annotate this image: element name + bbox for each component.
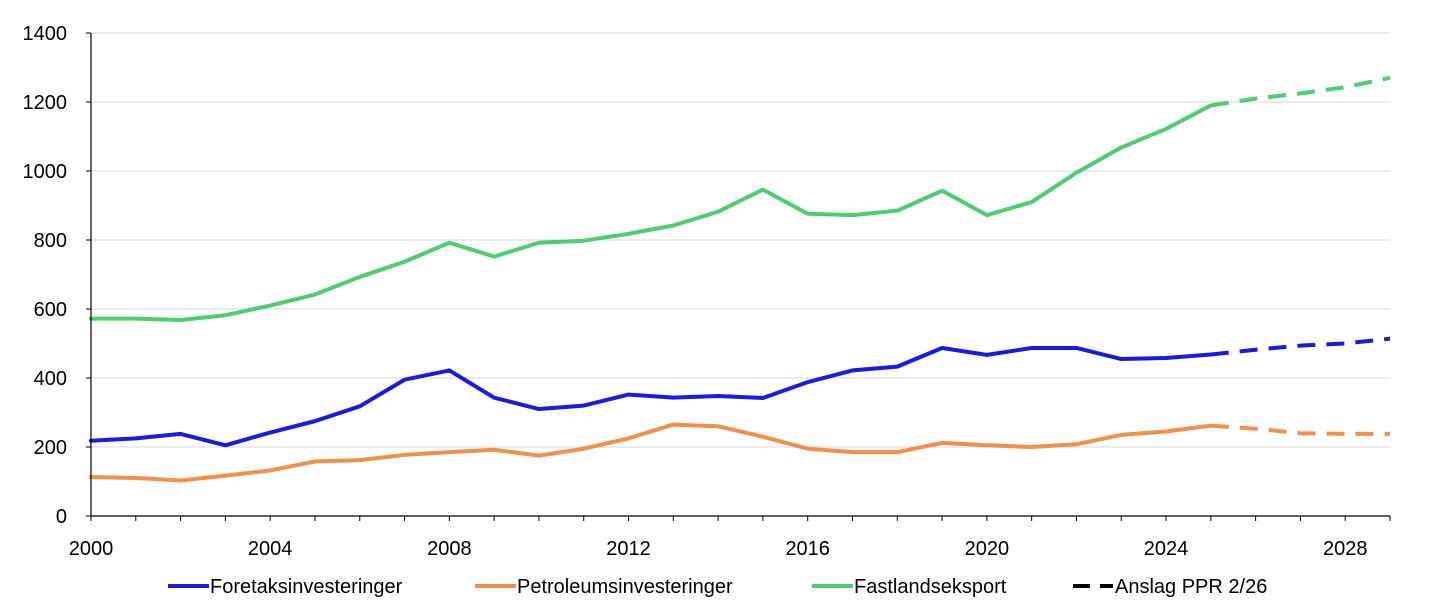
x-tick-label: 2024: [1144, 538, 1189, 560]
series-0: [89, 336, 1391, 448]
x-tick-label: 2000: [69, 538, 114, 560]
x-axis-tick-labels: 2000 2004 2008 2012 2016 2020 2024 2028: [69, 538, 1368, 560]
series-line-forecast: [1210, 336, 1391, 357]
series-line-actual: [89, 345, 1213, 448]
series-line-forecast: [1210, 75, 1391, 108]
y-tick-label: 1200: [23, 92, 68, 114]
legend-label: Foretaksinvesteringer: [210, 576, 403, 598]
legend-label: Petroleumsinvesteringer: [517, 576, 733, 598]
x-tick-label: 2028: [1323, 538, 1368, 560]
x-tick-label: 2004: [248, 538, 293, 560]
series-line-forecast: [1210, 423, 1390, 436]
y-axis-tick-labels: 0 200 400 600 800 1000 1200 1400: [23, 23, 68, 528]
series-lines: [89, 75, 1391, 483]
legend-item: Fastlandseksport: [812, 576, 1007, 598]
x-tick-label: 2020: [965, 538, 1010, 560]
gridlines: [91, 32, 1390, 448]
series-line-actual: [89, 422, 1213, 483]
series-line-actual: [89, 103, 1213, 323]
legend-item: Petroleumsinvesteringer: [475, 576, 733, 598]
x-tick-label: 2008: [427, 538, 472, 560]
y-tick-label: 400: [34, 368, 67, 390]
legend-label: Anslag PPR 2/26: [1115, 576, 1267, 598]
y-tick-label: 1400: [23, 23, 68, 45]
legend-item: Anslag PPR 2/26: [1073, 576, 1267, 598]
axes: [86, 32, 1391, 521]
x-tick-label: 2012: [606, 538, 651, 560]
x-tick-label: 2016: [785, 538, 830, 560]
y-tick-label: 800: [34, 230, 67, 252]
y-tick-label: 600: [34, 299, 67, 321]
legend-item: Foretaksinvesteringer: [168, 576, 403, 598]
y-tick-label: 200: [34, 437, 67, 459]
y-tick-label: 1000: [23, 161, 68, 183]
series-2: [89, 75, 1391, 323]
legend-label: Fastlandseksport: [854, 576, 1007, 598]
series-1: [89, 422, 1390, 483]
legend: Foretaksinvesteringer Petroleumsinvesteri…: [168, 576, 1267, 598]
y-tick-label: 0: [56, 506, 67, 528]
